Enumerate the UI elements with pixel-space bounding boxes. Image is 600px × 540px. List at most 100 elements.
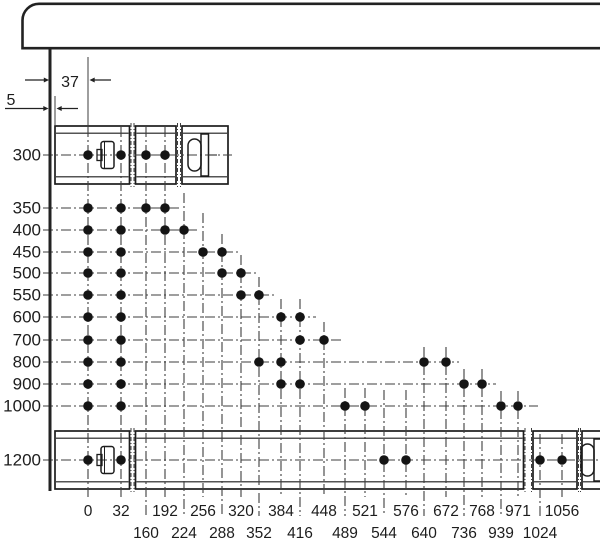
column-label: 489 (332, 525, 358, 540)
column-label: 416 (287, 525, 313, 540)
hole-dot (557, 455, 567, 465)
hole-dot (217, 247, 227, 257)
column-label: 971 (505, 503, 531, 520)
column-label: 288 (209, 525, 235, 540)
hole-dot (116, 357, 126, 367)
hole-dot (116, 268, 126, 278)
column-label: 1056 (545, 503, 579, 520)
front-bracket-plate (593, 438, 600, 482)
arrow-left-icon (89, 77, 95, 83)
column-label: 939 (488, 525, 514, 540)
column-label: 640 (411, 525, 437, 540)
hole-dot (254, 290, 264, 300)
rear-clip-glyph (100, 445, 115, 475)
arrow-right-icon (43, 77, 49, 83)
row-label: 550 (13, 286, 41, 305)
hole-dot (513, 401, 523, 411)
column-label: 576 (393, 503, 419, 520)
hole-dot (295, 312, 305, 322)
column-label: 544 (371, 525, 397, 540)
hole-dot (83, 203, 93, 213)
hole-dot (319, 335, 329, 345)
hole-dot (276, 312, 286, 322)
column-label: 672 (433, 503, 459, 520)
column-label: 224 (171, 525, 197, 540)
hole-dot (116, 455, 126, 465)
row-label: 900 (13, 375, 41, 394)
hole-dot (83, 401, 93, 411)
hole-dot (276, 379, 286, 389)
hole-dot (83, 357, 93, 367)
cabinet-structure (21, 2, 600, 491)
hole-dot (198, 247, 208, 257)
hole-dot (496, 401, 506, 411)
column-label: 192 (152, 503, 178, 520)
dimension-37: 37 (25, 57, 111, 126)
hole-dot (141, 203, 151, 213)
row-label: 350 (13, 199, 41, 218)
dim-5-label: 5 (7, 92, 16, 109)
hole-dot (179, 225, 189, 235)
hole-dot (116, 150, 126, 160)
hole-dot (379, 455, 389, 465)
row-label: 700 (13, 331, 41, 350)
drill-holes-layer (83, 150, 567, 465)
hole-dot (116, 203, 126, 213)
hole-dot (477, 379, 487, 389)
hole-dot (295, 379, 305, 389)
hole-dot (276, 357, 286, 367)
hole-dot (160, 225, 170, 235)
column-label: 0 (84, 503, 93, 520)
column-label: 352 (246, 525, 272, 540)
hole-dot (441, 357, 451, 367)
rear-clip-tab (96, 453, 103, 467)
row-label: 400 (13, 221, 41, 240)
hole-dot (116, 401, 126, 411)
row-label: 800 (13, 353, 41, 372)
hole-dot (160, 203, 170, 213)
hole-dot (116, 379, 126, 389)
dim-37-label: 37 (61, 74, 79, 91)
row-label: 300 (13, 146, 41, 165)
hole-dot (535, 455, 545, 465)
column-label: 1024 (523, 525, 558, 540)
arrow-left-icon (56, 106, 62, 111)
hole-dot (254, 357, 264, 367)
column-label: 32 (112, 503, 129, 520)
hole-dot (360, 401, 370, 411)
hole-dot (83, 379, 93, 389)
hole-dot (116, 290, 126, 300)
hole-dot (141, 150, 151, 160)
hole-dot (83, 268, 93, 278)
column-label: 768 (469, 503, 495, 520)
column-label: 384 (268, 503, 294, 520)
hardware-glyphs-layer (96, 133, 600, 482)
hole-dot (295, 335, 305, 345)
cabinet-top-panel (21, 2, 600, 50)
hole-dot (236, 290, 246, 300)
hole-dot (116, 312, 126, 322)
hole-dot (217, 268, 227, 278)
column-label: 736 (451, 525, 477, 540)
hole-dot (160, 150, 170, 160)
arrow-right-icon (43, 106, 49, 111)
column-label: 521 (352, 503, 378, 520)
hole-dot (116, 335, 126, 345)
hole-dot (83, 312, 93, 322)
row-label: 450 (13, 243, 41, 262)
axis-labels-layer: 300 350 400 450 500 550 600 700 800 900 1000 1200 0 3… (3, 146, 579, 540)
row-label: 1000 (3, 397, 41, 416)
column-label: 256 (190, 503, 216, 520)
column-label: 320 (228, 503, 254, 520)
hole-dot (459, 379, 469, 389)
hole-dot (83, 455, 93, 465)
hole-dot (116, 225, 126, 235)
hole-dot (83, 225, 93, 235)
hole-dot (83, 290, 93, 300)
hole-dot (83, 335, 93, 345)
column-label: 448 (311, 503, 337, 520)
rear-clip-glyph (100, 140, 115, 170)
hole-dot (83, 247, 93, 257)
